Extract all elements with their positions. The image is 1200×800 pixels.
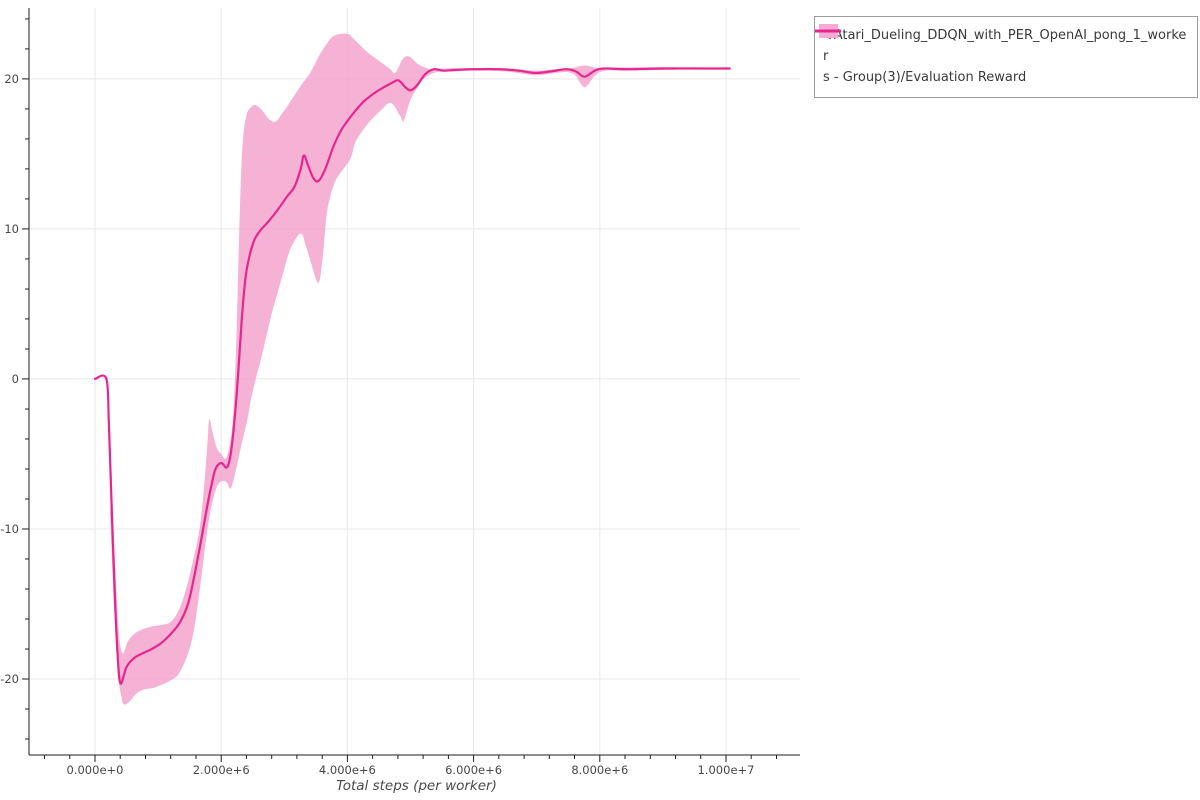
x-tick-label: 4.000e+6 — [319, 763, 376, 777]
confidence-band — [110, 33, 730, 705]
x-tick-label: 0.000e+0 — [67, 763, 124, 777]
legend-item[interactable]: ◀Atari_Dueling_DDQN_with_PER_OpenAI_pong… — [815, 24, 1187, 88]
y-tick-label: 0 — [12, 372, 19, 386]
legend-swatch-icon — [815, 24, 841, 38]
legend-box: ◀Atari_Dueling_DDQN_with_PER_OpenAI_pong… — [814, 16, 1198, 98]
y-tick-label: -10 — [0, 522, 19, 536]
x-tick-label: 2.000e+6 — [193, 763, 250, 777]
y-tick-label: 10 — [4, 222, 19, 236]
axes — [22, 8, 800, 762]
axis-labels: 0.000e+0 2.000e+6 4.000e+6 6.000e+6 8.000e+6… — [0, 72, 754, 794]
x-tick-label: 8.000e+6 — [571, 763, 628, 777]
x-axis-title: Total steps (per worker) — [336, 778, 497, 794]
series-name-line1: Atari_Dueling_DDQN_with_PER_OpenAI_pong_… — [823, 28, 1187, 64]
reward-series-line — [93, 67, 731, 685]
y-tick-label: -20 — [0, 672, 19, 686]
reward-confidence-band — [110, 33, 730, 705]
x-tick-label: 1.000e+7 — [698, 763, 755, 777]
y-tick-label: 20 — [4, 72, 19, 86]
x-tick-label: 6.000e+6 — [445, 763, 502, 777]
reward-line — [93, 67, 731, 685]
legend-label: ◀Atari_Dueling_DDQN_with_PER_OpenAI_pong… — [823, 25, 1187, 88]
series-name-line2: s - Group(3)/Evaluation Reward — [823, 70, 1027, 85]
